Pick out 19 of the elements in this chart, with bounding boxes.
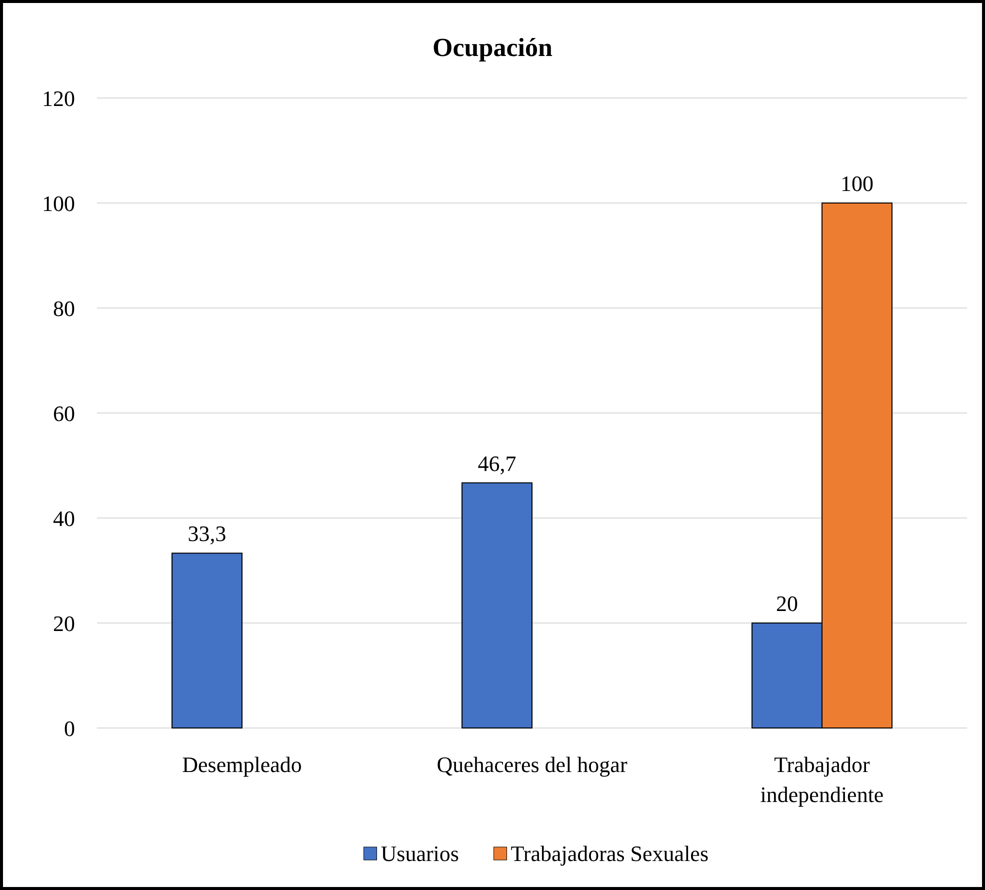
y-tick-label: 100 [42, 191, 75, 216]
x-tick-label: Desempleado [182, 752, 302, 777]
chart-title: Ocupación [432, 33, 553, 62]
x-tick-label: Quehaceres del hogar [436, 752, 628, 777]
y-tick-label: 120 [42, 86, 75, 111]
data-label: 100 [840, 171, 874, 196]
legend-label: Trabajadoras Sexuales [510, 841, 709, 866]
data-label: 46,7 [478, 450, 516, 476]
bar [462, 482, 532, 728]
legend-label: Usuarios [380, 841, 459, 866]
data-label: 20 [776, 591, 798, 616]
data-label: 33,3 [188, 521, 226, 546]
x-tick-label: Trabajador independiente [760, 752, 884, 807]
bar [172, 552, 242, 728]
y-tick-label: 20 [53, 611, 75, 636]
y-tick-label: 60 [53, 401, 75, 426]
y-tick-label: 80 [53, 296, 75, 321]
y-tick-label: 40 [53, 506, 75, 531]
y-tick-label: 0 [64, 716, 75, 741]
